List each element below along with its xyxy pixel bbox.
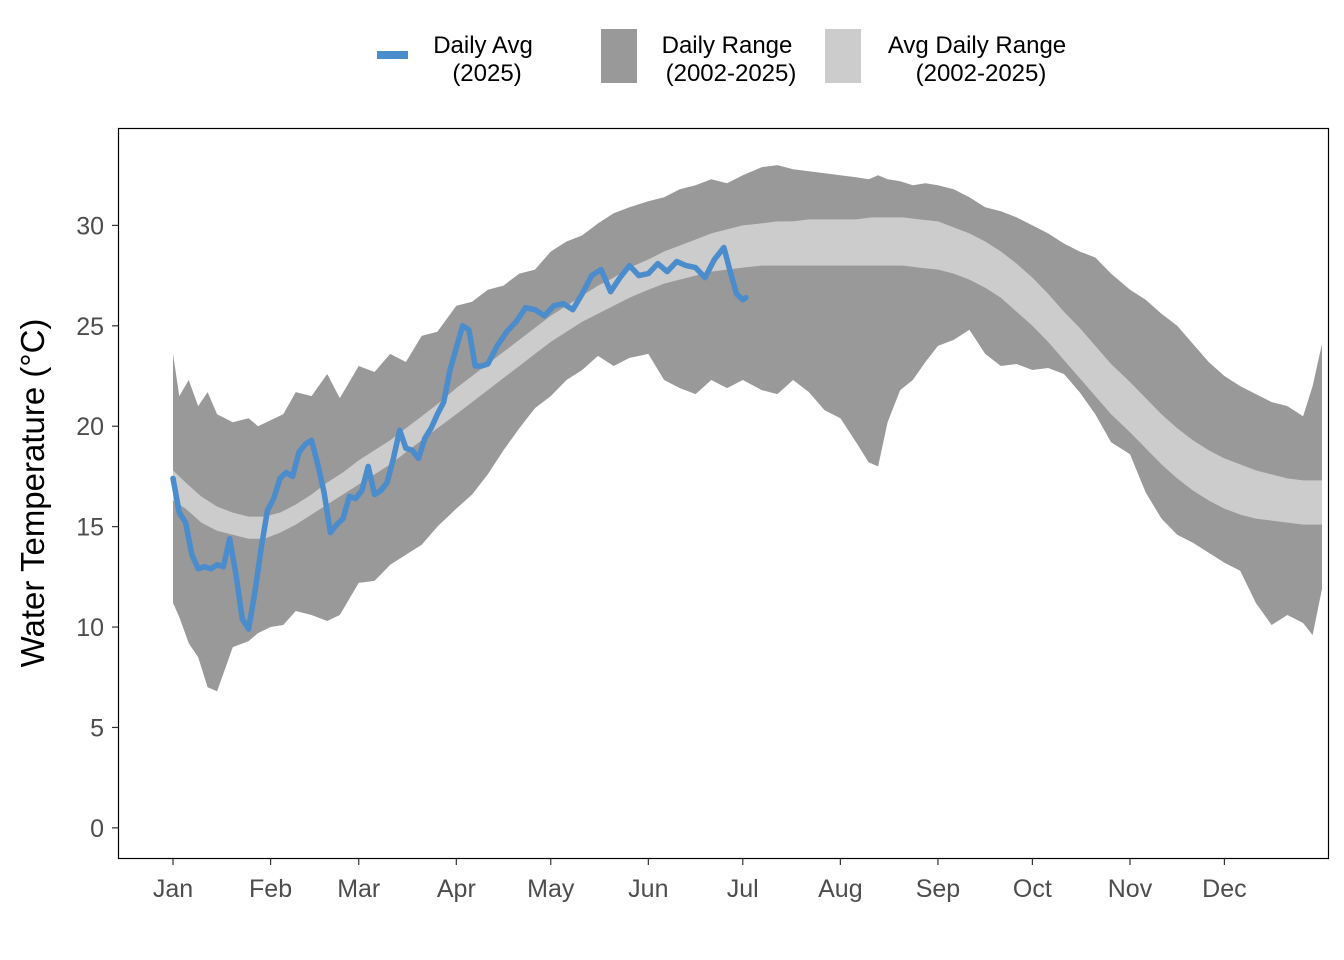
y-tick-label: 15 xyxy=(76,514,104,542)
line-daily-avg xyxy=(170,244,749,632)
legend-key-daily-avg xyxy=(377,51,408,59)
y-axis-title: Water Temperature (°C) xyxy=(14,319,51,668)
y-tick-label: 5 xyxy=(90,714,104,742)
legend-label-avg-daily-range-line1: Avg Daily Range xyxy=(888,32,1066,59)
x-tick-label: May xyxy=(527,875,575,903)
x-tick-label: Jun xyxy=(628,875,668,903)
plot-border xyxy=(117,127,1330,860)
x-tick-label: Aug xyxy=(818,875,862,903)
x-tick-label: Sep xyxy=(916,875,960,903)
x-axis: Jan Feb Mar Apr May Jun Jul Aug Sep Oct Nov Dec xyxy=(153,858,1247,903)
x-tick-label: Apr xyxy=(437,875,476,903)
legend-label-avg-daily-range-line2: (2002-2025) xyxy=(916,60,1047,87)
x-tick-label: Feb xyxy=(249,875,292,903)
y-axis: 0 5 10 15 20 25 30 xyxy=(76,212,119,843)
legend-label-daily-range-line1: Daily Range xyxy=(662,32,793,59)
legend: Daily Avg (2025) Daily Range (2002-2025)… xyxy=(377,29,1066,87)
x-tick-label: Jul xyxy=(727,875,759,903)
x-tick-label: Oct xyxy=(1013,875,1052,903)
legend-key-avg-daily-range xyxy=(825,29,861,83)
series-layer xyxy=(170,165,1322,692)
legend-key-daily-range xyxy=(601,29,637,83)
y-tick-label: 25 xyxy=(76,313,104,341)
x-tick-label: Dec xyxy=(1202,875,1246,903)
y-tick-label: 30 xyxy=(76,212,104,240)
x-tick-label: Nov xyxy=(1108,875,1153,903)
legend-label-daily-avg-line1: Daily Avg xyxy=(433,32,533,59)
legend-label-daily-range-line2: (2002-2025) xyxy=(666,60,797,87)
legend-item-daily-avg: Daily Avg (2025) xyxy=(377,32,533,87)
legend-label-daily-avg-line2: (2025) xyxy=(452,60,521,87)
y-tick-label: 10 xyxy=(76,614,104,642)
x-tick-label: Jan xyxy=(153,875,193,903)
band-avg-daily-range xyxy=(173,217,1322,539)
legend-item-daily-range: Daily Range (2002-2025) xyxy=(601,29,796,87)
y-tick-label: 20 xyxy=(76,413,104,441)
legend-item-avg-daily-range: Avg Daily Range (2002-2025) xyxy=(825,29,1066,87)
y-tick-label: 0 xyxy=(90,815,104,843)
x-tick-label: Mar xyxy=(337,875,380,903)
